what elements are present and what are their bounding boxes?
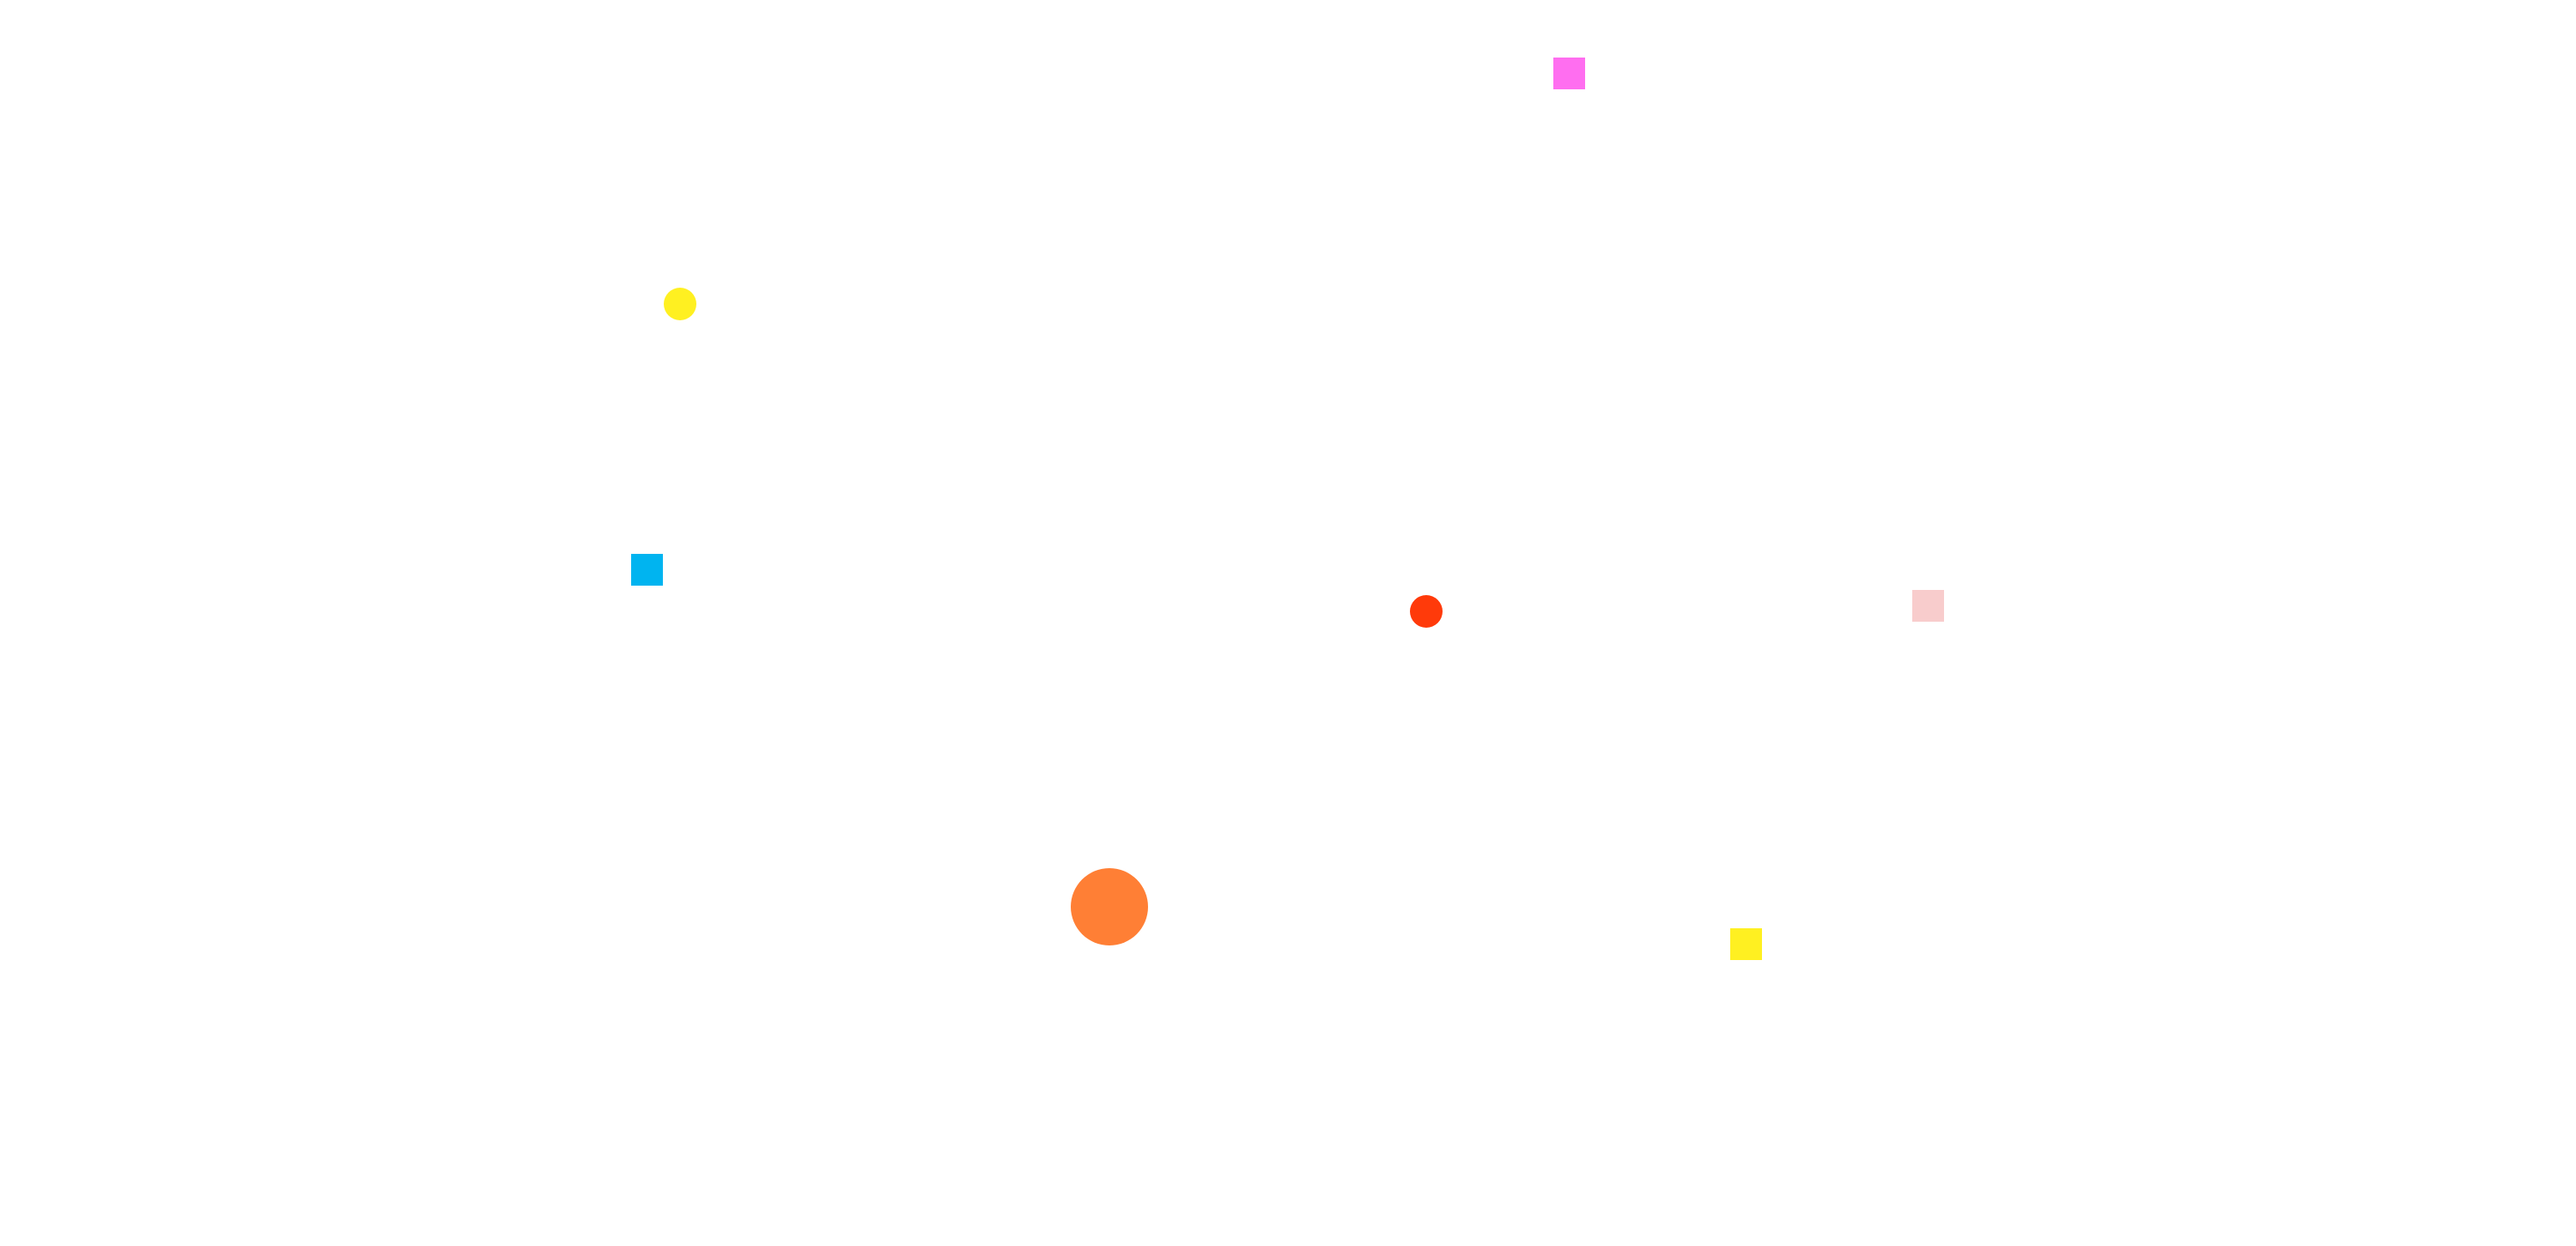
magenta-square xyxy=(1553,58,1585,89)
yellow-circle xyxy=(664,288,696,320)
red-circle xyxy=(1410,595,1443,628)
blue-square xyxy=(631,554,663,586)
light-pink-square xyxy=(1912,590,1944,622)
yellow-square xyxy=(1730,928,1762,960)
orange-circle xyxy=(1071,868,1148,945)
